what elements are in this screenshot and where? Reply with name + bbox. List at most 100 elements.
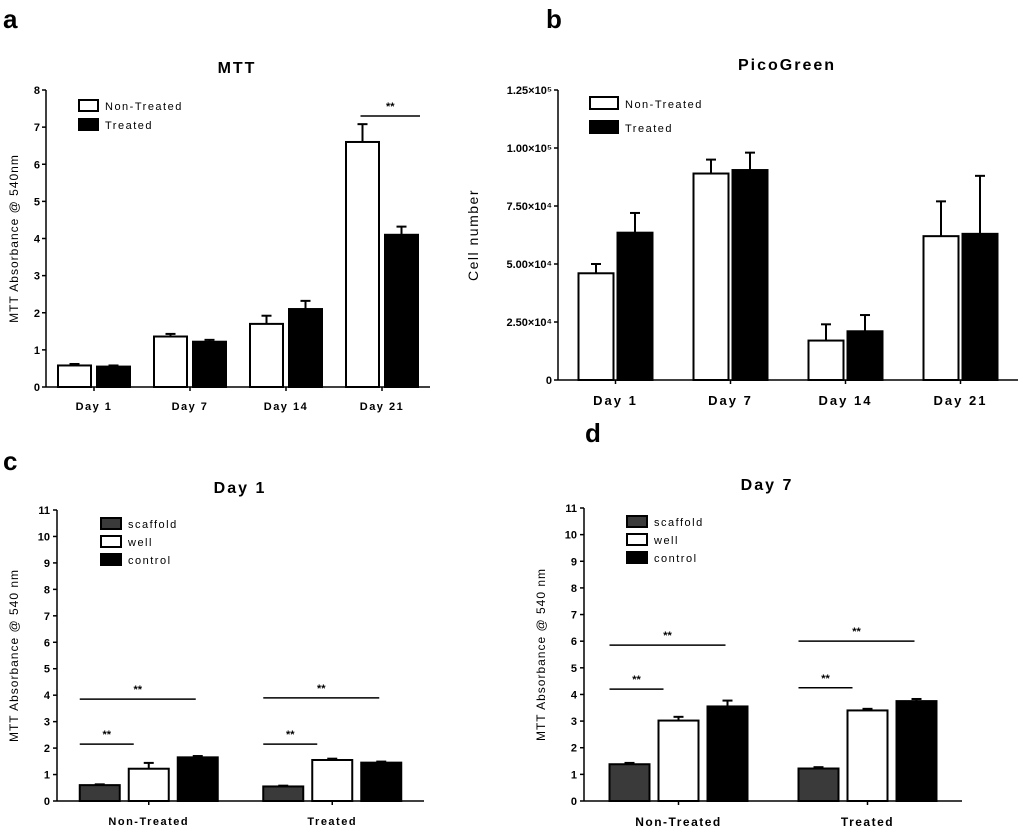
chart-title: Day 7 bbox=[741, 477, 794, 494]
y-tick-label: 2 bbox=[44, 743, 50, 755]
y-tick-label: 3 bbox=[34, 271, 40, 283]
y-tick-label: 8 bbox=[34, 85, 40, 97]
bar-scaffold bbox=[608, 763, 651, 803]
y-tick-label: 4 bbox=[34, 234, 41, 246]
bar-treated bbox=[384, 233, 419, 388]
bar-control bbox=[176, 756, 219, 802]
bar-non-treated bbox=[57, 364, 92, 388]
legend-swatch bbox=[100, 553, 122, 566]
y-tick-label: 1.25×10⁵ bbox=[507, 85, 552, 97]
legend-label: scaffold bbox=[654, 517, 704, 529]
chart-panel-c: c Day 1 0 1 2 3 4 5 6 7 8 9 10 11 MTT Absorbance @ 540… bbox=[3, 446, 424, 828]
y-tick-label: 10 bbox=[38, 531, 50, 543]
y-tick-label: 5.00×10⁴ bbox=[506, 259, 552, 271]
bar-control bbox=[706, 705, 749, 803]
bar-well bbox=[657, 719, 700, 802]
legend-swatch bbox=[78, 99, 99, 112]
y-tick-label: 7 bbox=[44, 611, 50, 623]
chart-title: PicoGreen bbox=[738, 57, 836, 74]
significance-label: ** bbox=[663, 630, 672, 642]
bar-non-treated bbox=[345, 140, 380, 388]
significance-label: ** bbox=[102, 729, 111, 741]
y-tick-label: 4 bbox=[44, 690, 51, 702]
significance-label: ** bbox=[632, 674, 641, 686]
chart-title: Day 1 bbox=[214, 480, 267, 497]
y-tick-label: 0 bbox=[571, 796, 577, 808]
bar-non-treated bbox=[807, 339, 845, 381]
y-tick-label: 1 bbox=[44, 770, 50, 782]
panel-letter: c bbox=[3, 446, 17, 476]
legend-label: scaffold bbox=[128, 519, 178, 531]
legend-label: Treated bbox=[105, 120, 153, 132]
legend-label: control bbox=[128, 555, 172, 567]
y-tick-label: 2 bbox=[571, 743, 577, 755]
y-tick-label: 5 bbox=[571, 663, 577, 675]
y-tick-label: 5 bbox=[44, 664, 50, 676]
bar-treated bbox=[192, 340, 227, 388]
bar-well bbox=[127, 767, 170, 803]
y-tick-label: 1 bbox=[571, 769, 577, 781]
bar-scaffold bbox=[262, 785, 305, 803]
y-tick-label: 0 bbox=[34, 382, 40, 394]
y-tick-label: 8 bbox=[44, 584, 50, 596]
y-tick-label: 1.00×10⁵ bbox=[507, 143, 552, 155]
y-tick-label: 2 bbox=[34, 308, 40, 320]
chart-panel-d: d Day 7 0 1 2 3 4 5 6 7 8 9 10 11 MTT Absorbance @ 540… bbox=[534, 418, 962, 829]
y-tick-label: 7 bbox=[34, 122, 40, 134]
bar-well bbox=[311, 758, 354, 803]
significance-label: ** bbox=[821, 673, 830, 685]
x-tick-label: Day 14 bbox=[264, 401, 308, 413]
y-tick-label: 6 bbox=[34, 159, 40, 171]
y-tick-label: 6 bbox=[571, 636, 577, 648]
y-tick-label: 7 bbox=[571, 610, 577, 622]
x-tick-label: Day 14 bbox=[819, 393, 873, 408]
bar-well bbox=[846, 709, 889, 802]
y-tick-label: 11 bbox=[38, 505, 50, 517]
legend-label: Non-Treated bbox=[105, 101, 183, 113]
legend-label: Treated bbox=[625, 123, 673, 135]
panel-letter: b bbox=[546, 4, 562, 34]
significance-label: ** bbox=[852, 626, 861, 638]
y-axis-label: MTT Absorbance @ 540 nm bbox=[534, 568, 548, 741]
chart-panel-a: a MTT 0 1 2 3 4 5 6 7 8 MTT Absorbance @ 540nm Day 1… bbox=[3, 4, 430, 413]
y-tick-label: 6 bbox=[44, 637, 50, 649]
bar-non-treated bbox=[153, 335, 188, 389]
legend-swatch bbox=[589, 120, 619, 134]
legend-label: Non-Treated bbox=[625, 99, 703, 111]
y-tick-label: 9 bbox=[571, 556, 577, 568]
legend-swatch bbox=[626, 551, 648, 564]
x-tick-label: Non-Treated bbox=[108, 816, 189, 828]
x-tick-label: Day 21 bbox=[360, 401, 404, 413]
bar-treated bbox=[288, 308, 323, 389]
y-tick-label: 3 bbox=[44, 717, 50, 729]
bar-control bbox=[360, 761, 403, 803]
y-tick-label: 8 bbox=[571, 583, 577, 595]
y-axis-label: MTT Absorbance @ 540nm bbox=[7, 154, 21, 323]
chart-title: MTT bbox=[218, 60, 257, 77]
legend-label: well bbox=[653, 535, 679, 547]
legend-swatch bbox=[626, 533, 648, 546]
x-tick-label: Treated bbox=[307, 816, 357, 828]
bar-non-treated bbox=[692, 172, 730, 381]
legend-label: well bbox=[127, 537, 153, 549]
chart-panel-b: b PicoGreen 0 2.50×10⁴ 5.00×10⁴ 7.50×10⁴ 1.00×… bbox=[465, 4, 1018, 408]
significance-label: ** bbox=[133, 684, 142, 696]
legend-swatch bbox=[626, 515, 648, 528]
y-tick-label: 4 bbox=[571, 689, 578, 701]
y-axis-label: MTT Absorbance @ 540 nm bbox=[7, 569, 21, 742]
bar-non-treated bbox=[577, 272, 615, 381]
x-tick-label: Day 7 bbox=[172, 401, 209, 413]
legend-label: control bbox=[654, 553, 698, 565]
bar-non-treated bbox=[922, 235, 960, 381]
bar-treated bbox=[616, 231, 654, 381]
bar-treated bbox=[846, 330, 884, 381]
x-tick-label: Day 1 bbox=[76, 401, 113, 413]
panel-letter: d bbox=[585, 418, 601, 448]
bar-control bbox=[895, 700, 938, 803]
significance-label: ** bbox=[386, 101, 395, 113]
y-tick-label: 2.50×10⁴ bbox=[506, 317, 552, 329]
y-tick-label: 10 bbox=[565, 530, 577, 542]
significance-label: ** bbox=[317, 683, 326, 695]
legend-swatch bbox=[100, 517, 122, 530]
